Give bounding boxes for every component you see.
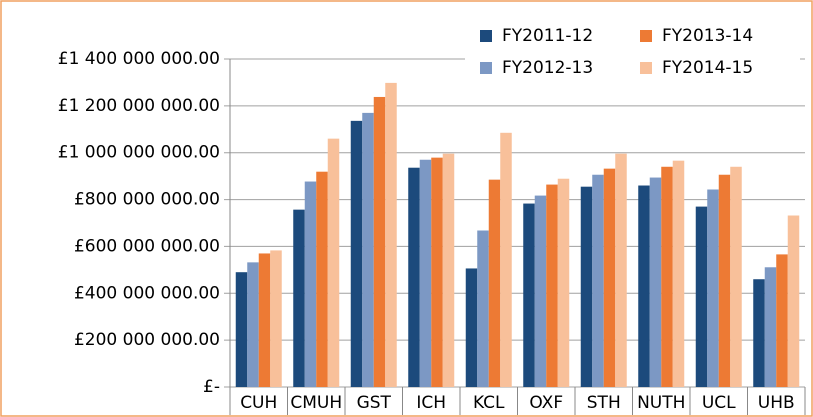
- bar: [408, 167, 420, 387]
- y-tick-label: £1 400 000 000.00: [58, 49, 220, 69]
- bar: [247, 262, 259, 387]
- bar: [293, 209, 305, 387]
- bar: [304, 181, 317, 387]
- bar: [592, 174, 604, 387]
- y-tick-label: £1 200 000 000.00: [58, 96, 220, 116]
- bar: [488, 179, 501, 387]
- y-tick-label: £200 000 000.00: [74, 330, 220, 350]
- bar: [718, 174, 731, 387]
- x-tick-label: STH: [587, 393, 621, 413]
- x-tick-label: UCL: [702, 393, 736, 413]
- bar: [557, 178, 570, 387]
- y-tick-label: £400 000 000.00: [74, 283, 220, 303]
- bar: [362, 112, 374, 387]
- x-tick-label: UHB: [758, 393, 795, 413]
- bar: [730, 166, 742, 387]
- x-tick-label: NUTH: [637, 393, 685, 413]
- bar: [695, 206, 708, 387]
- bar: [615, 153, 627, 387]
- x-tick-label: ICH: [416, 393, 446, 413]
- bar: [534, 195, 547, 387]
- legend-swatch: [640, 62, 652, 74]
- bar: [316, 171, 328, 387]
- x-tick-label: GST: [357, 393, 392, 413]
- x-tick-label: KCL: [473, 393, 505, 413]
- bar: [500, 132, 512, 387]
- legend-label: FY2012-13: [502, 58, 593, 78]
- bar: [649, 177, 662, 387]
- bar: [580, 186, 593, 387]
- bar: [753, 279, 765, 387]
- x-tick-label: OXF: [529, 393, 563, 413]
- bar: [707, 189, 719, 387]
- bar: [258, 253, 271, 387]
- bar: [350, 120, 363, 387]
- bar: [672, 160, 685, 387]
- y-tick-label: £-: [203, 377, 220, 397]
- legend-label: FY2013-14: [662, 26, 753, 46]
- bar: [373, 96, 386, 387]
- bar: [523, 203, 535, 387]
- legend-swatch: [480, 62, 492, 74]
- y-tick-label: £600 000 000.00: [74, 236, 220, 256]
- bar: [638, 185, 650, 387]
- bar: [442, 153, 455, 387]
- legend: [465, 20, 800, 82]
- bar: [776, 254, 788, 387]
- bar: [235, 272, 248, 387]
- legend-label: FY2014-15: [662, 58, 753, 78]
- y-tick-label: £1 000 000 000.00: [58, 143, 220, 163]
- legend-label: FY2011-12: [502, 26, 593, 46]
- bar: [764, 267, 777, 387]
- x-tick-label: CMUH: [290, 393, 342, 413]
- bar: [787, 215, 800, 387]
- legend-swatch: [480, 30, 492, 42]
- bar: [477, 230, 489, 387]
- bar: [270, 250, 282, 387]
- bar: [327, 138, 340, 387]
- bar: [546, 184, 558, 387]
- bar: [385, 82, 397, 387]
- bar: [431, 157, 443, 387]
- bar: [419, 159, 432, 387]
- legend-swatch: [640, 30, 652, 42]
- bar: [603, 168, 616, 387]
- y-tick-label: £800 000 000.00: [74, 190, 220, 210]
- bar: [661, 166, 673, 387]
- bar: [465, 268, 478, 387]
- x-tick-label: CUH: [240, 393, 277, 413]
